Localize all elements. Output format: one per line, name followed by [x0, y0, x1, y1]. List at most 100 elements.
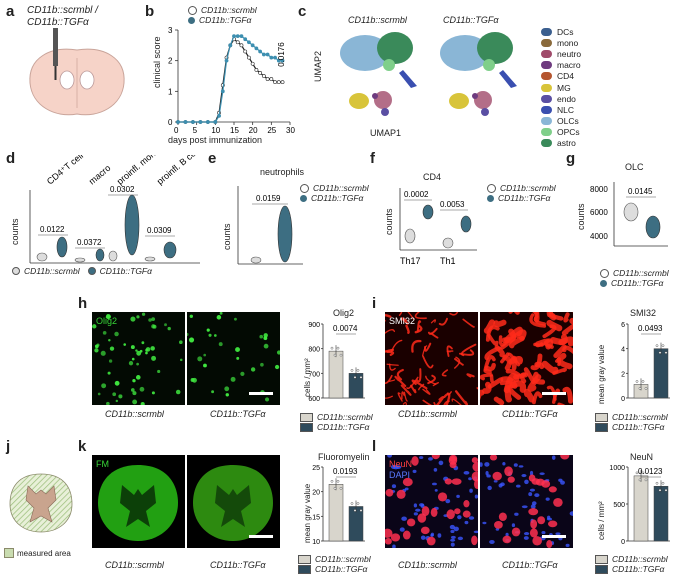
dapi-nucleus [493, 480, 498, 483]
neun-cell [471, 535, 478, 546]
k-legend: CD11b::scrmbl CD11b::TGFα [298, 554, 371, 574]
g-legend: CD11b::scrmbl CD11b::TGFα [600, 268, 669, 288]
dapi-nucleus [419, 456, 424, 459]
dapi-nucleus [419, 503, 425, 507]
axon-signal [548, 310, 564, 321]
legend-tgfa: CD11b::TGFα [199, 15, 252, 25]
panel-b-xlabel: days post immunization [168, 135, 263, 145]
cluster-swatch-icon [541, 117, 552, 126]
dapi-nucleus [524, 479, 529, 485]
axon-signal [542, 324, 557, 339]
axon-signal [401, 391, 405, 400]
bar-data-point [644, 387, 648, 390]
cell-signal [128, 361, 134, 366]
dapi-nucleus [551, 455, 556, 460]
k-caption-tgfa: CD11b::TGFα [210, 560, 266, 570]
cell-signal [150, 346, 155, 351]
cell-signal [189, 314, 194, 318]
cell-signal [185, 332, 189, 336]
panel-f-violins: 0.0002 0.0053 Th17 Th1 [399, 188, 477, 266]
dapi-nucleus [545, 497, 550, 501]
axon-signal [562, 386, 574, 404]
h-ylabel: cells / mm² [303, 358, 312, 397]
panel-g-violins: 8000 6000 4000 0.0145 [590, 182, 668, 247]
bar-pval: 0.0493 [638, 324, 663, 333]
axon-signal [382, 329, 396, 335]
axon-signal [427, 374, 436, 385]
f-legend-scrmbl: CD11b::scrmbl [500, 183, 556, 193]
b-data-point [254, 46, 259, 51]
l-legend-tgfa: CD11b::TGFα [612, 564, 665, 574]
axon-signal [432, 381, 440, 387]
axon-signal [411, 339, 422, 353]
dapi-nucleus [539, 472, 545, 476]
umap-legend-item: MG [541, 82, 611, 93]
dapi-nucleus [500, 482, 505, 487]
dapi-nucleus [473, 530, 480, 534]
axon-signal [569, 307, 580, 326]
axon-signal [529, 313, 547, 328]
axon-signal [541, 360, 559, 375]
umap-legend-item: astro [541, 138, 611, 149]
b-data-point [247, 40, 251, 45]
k-bar-title: Fluoromyelin [318, 452, 370, 462]
cell-signal [145, 351, 148, 355]
cell-signal [123, 343, 127, 346]
d-legend-scrmbl: CD11b::scrmbl [24, 266, 80, 276]
f-legend: CD11b::scrmbl CD11b::TGFα [487, 183, 556, 203]
i-caption-scrmbl: CD11b::scrmbl [398, 409, 457, 419]
d-pval-1: 0.0122 [40, 225, 65, 234]
cell-signal [139, 386, 145, 392]
dapi-nucleus [404, 487, 409, 491]
umap-ylabel: UMAP2 [313, 50, 323, 82]
neun-cell [511, 527, 521, 537]
b-data-point [213, 120, 218, 124]
dapi-nucleus [513, 463, 518, 467]
axon-signal [379, 392, 393, 399]
neun-cell [504, 466, 513, 477]
scrmbl-marker-icon [487, 183, 496, 193]
tgfa-swatch-icon [595, 564, 608, 574]
cell-signal [130, 316, 136, 322]
axon-signal [382, 348, 395, 354]
bar-data-point [339, 486, 343, 490]
d-group-bcell: proinfl. B cell [155, 155, 201, 187]
smi32-image-tgfa [473, 300, 580, 410]
cluster-swatch-icon [541, 72, 552, 81]
cluster-label: neutro [557, 48, 582, 59]
b-xtick-label: 15 [230, 126, 239, 135]
h-caption-scrmbl: CD11b::scrmbl [105, 409, 164, 419]
b-data-point [258, 71, 263, 75]
dapi-nucleus [505, 532, 509, 537]
axon-signal [449, 304, 460, 316]
cluster-swatch-icon [541, 105, 552, 114]
panel-label-a: a [6, 3, 15, 20]
neun-cell [390, 533, 401, 542]
g-ytick-6000: 6000 [590, 208, 608, 217]
neun-cell [463, 500, 470, 508]
axon-signal [430, 319, 437, 324]
neun-stain-label: NeuN [389, 459, 413, 469]
neun-cell [421, 506, 430, 517]
g-legend-scrmbl: CD11b::scrmbl [613, 268, 669, 278]
cell-signal [250, 367, 256, 372]
neun-bar-chart: 0 500 1000 0.0123 [609, 465, 670, 546]
axon-signal [563, 312, 570, 323]
b-data-point [250, 61, 255, 66]
axon-signal [396, 368, 404, 381]
dapi-stain-label: DAPI [389, 470, 411, 480]
b-data-point [232, 34, 236, 39]
bar-data-point [638, 387, 642, 390]
d-legend: CD11b::scrmbl CD11b::TGFα [12, 266, 152, 276]
olig2-bar-chart: 600 700 800 900 0.0074 [308, 322, 365, 403]
dapi-nucleus [514, 512, 519, 516]
cell-signal [151, 355, 157, 361]
panel-label-d: d [6, 150, 16, 167]
bar-data-point [359, 509, 363, 512]
bar-data-point [333, 353, 337, 357]
b-xtick-label: 25 [267, 126, 276, 135]
axon-signal [546, 385, 557, 401]
g-ylabel: counts [576, 203, 586, 230]
axon-signal [484, 346, 501, 361]
bar-data-point [336, 346, 340, 350]
